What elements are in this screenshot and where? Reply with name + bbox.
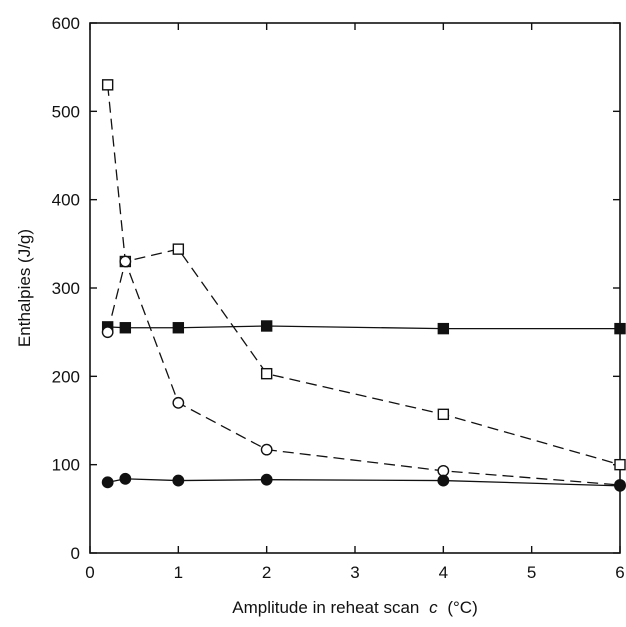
- series-line: [107, 478, 621, 487]
- x-axis-title: Amplitude in reheat scan c (°C): [232, 598, 477, 617]
- series-line: [107, 84, 621, 466]
- plot-frame-layer: [89, 22, 621, 554]
- y-tick-label: 600: [52, 14, 80, 33]
- data-point: [614, 322, 626, 335]
- data-point: [119, 472, 132, 485]
- x-tick-label: 3: [350, 563, 359, 582]
- y-tick-label: 0: [71, 544, 80, 563]
- series-2-open-square: [101, 79, 626, 471]
- data-point: [172, 322, 185, 334]
- x-axis-title-unit: (°C): [447, 598, 477, 617]
- data-point: [172, 474, 185, 487]
- data-point: [260, 367, 273, 380]
- data-point: [101, 326, 114, 339]
- series-1-filled-square: [101, 320, 626, 335]
- plot-frame: [89, 22, 621, 554]
- x-tick-label: 5: [527, 563, 536, 582]
- series-4-filled-circle: [101, 472, 626, 492]
- series-layer: [101, 79, 626, 492]
- x-tick-label: 2: [262, 563, 271, 582]
- y-tick-label: 400: [52, 191, 80, 210]
- y-axis-title: Enthalpies (J/g): [15, 229, 34, 347]
- x-tick-label: 0: [85, 563, 94, 582]
- data-point: [614, 458, 626, 471]
- data-point: [101, 79, 114, 91]
- y-tick-label: 100: [52, 456, 80, 475]
- data-point: [119, 255, 132, 268]
- data-point: [614, 479, 626, 492]
- x-tick-label: 4: [439, 563, 448, 582]
- data-point: [437, 464, 450, 477]
- x-axis-title-text: Amplitude in reheat scan: [232, 598, 419, 617]
- y-tick-label: 200: [52, 367, 80, 386]
- data-point: [437, 322, 450, 335]
- x-axis-title-variable: c: [429, 598, 438, 617]
- data-point: [260, 443, 273, 456]
- y-tick-label: 500: [52, 102, 80, 121]
- series-line: [107, 259, 621, 486]
- data-point: [437, 474, 450, 487]
- series-3-open-circle: [101, 255, 626, 491]
- y-tick-label: 300: [52, 279, 80, 298]
- data-point: [260, 473, 273, 486]
- data-point: [119, 322, 132, 334]
- x-tick-label: 6: [615, 563, 624, 582]
- data-point: [172, 396, 185, 409]
- x-tick-label: 1: [174, 563, 183, 582]
- data-point: [260, 320, 273, 332]
- data-point: [101, 476, 114, 489]
- data-point: [172, 243, 185, 255]
- series-line: [107, 325, 620, 330]
- data-point: [437, 408, 450, 421]
- ticks-layer: 0 1 2 3 4 5 6 0 100 200 300 400 500 600: [52, 14, 625, 582]
